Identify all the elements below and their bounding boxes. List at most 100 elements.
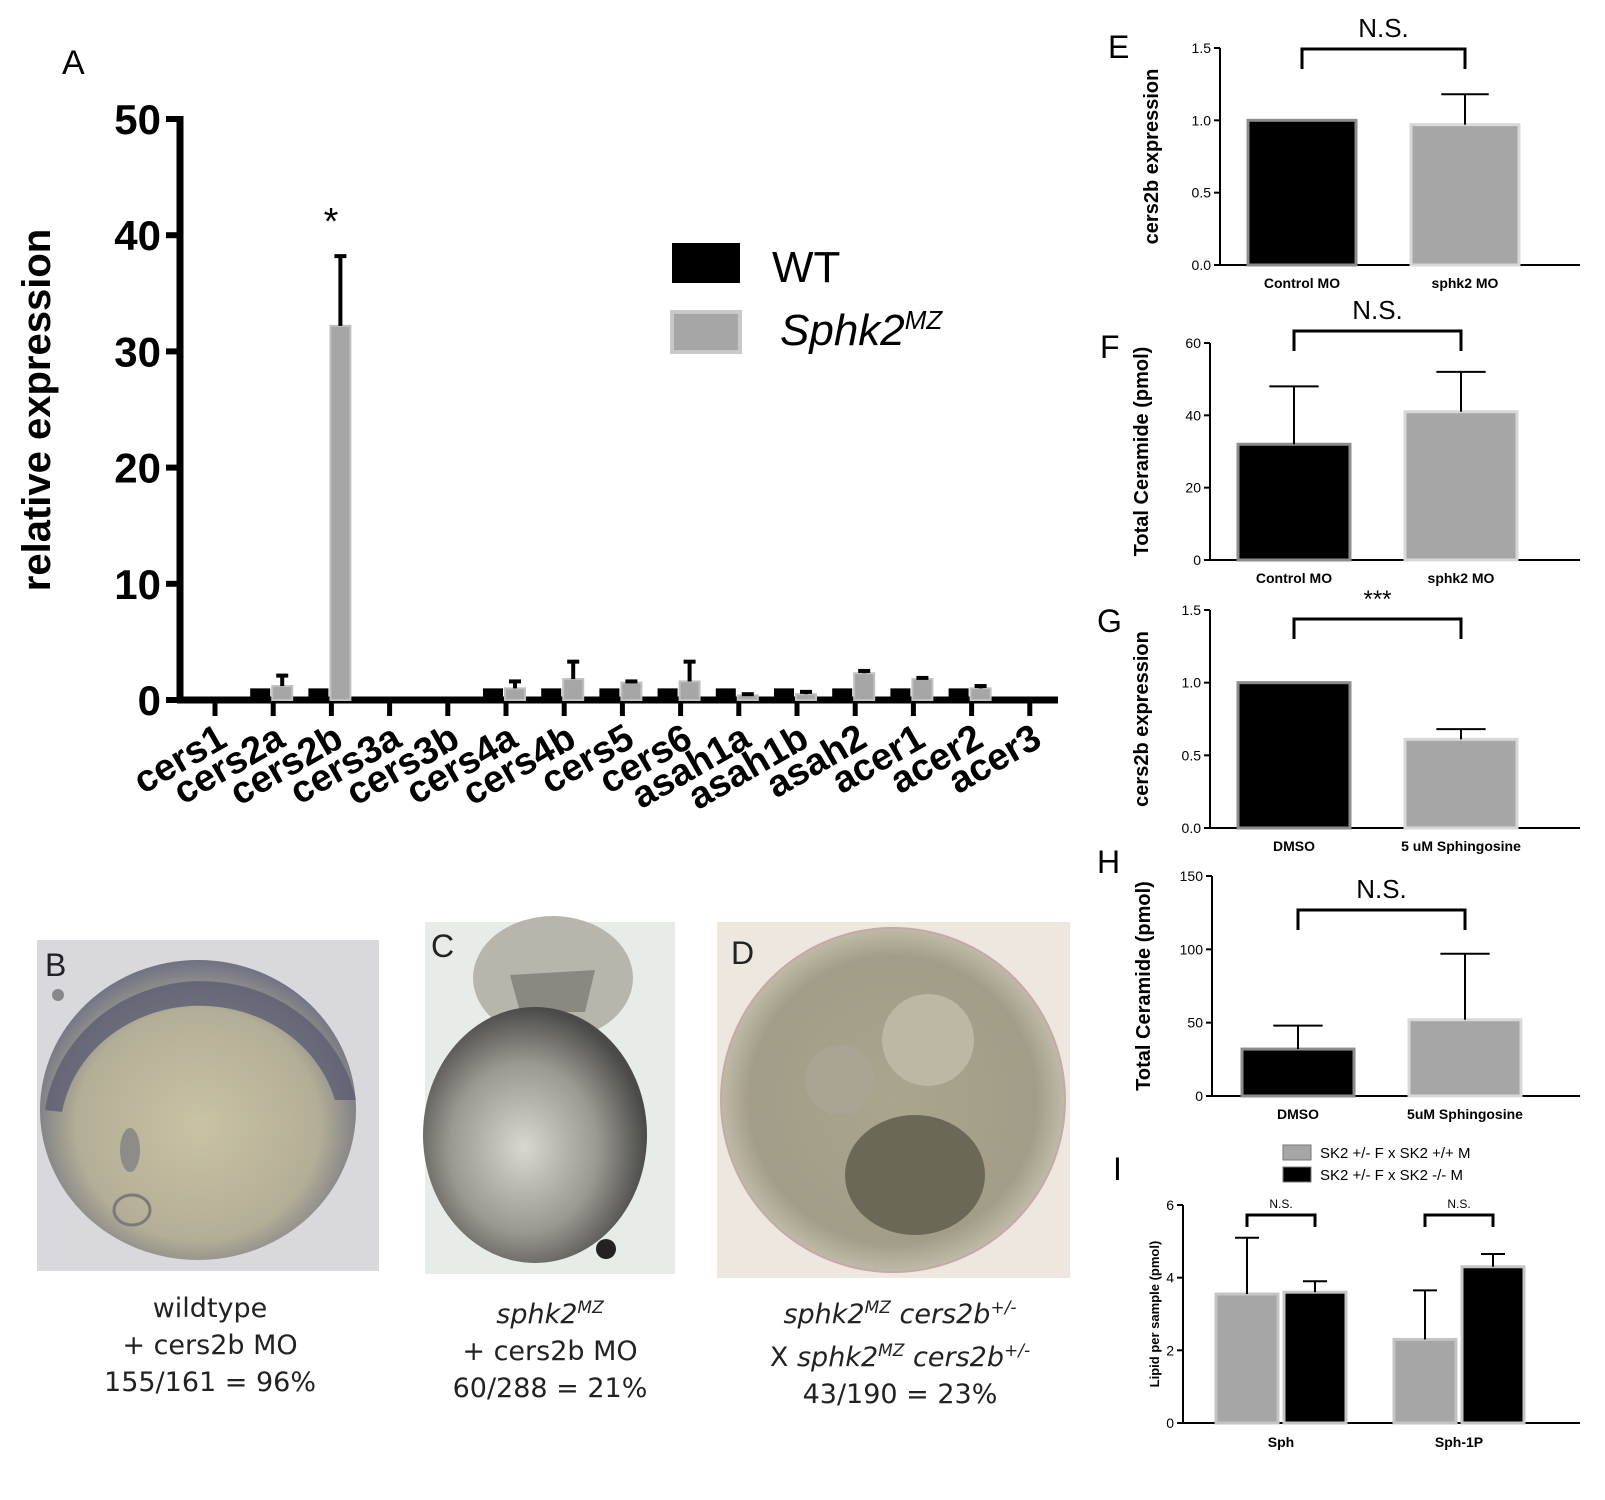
- panel-bar: [1392, 1337, 1458, 1425]
- panel-ytick-label: 60: [1185, 335, 1201, 351]
- panel-d-caption: sphk2MZ cers2b+/- X sphk2MZ cers2b+/- 43…: [710, 1290, 1090, 1413]
- panel-i-legend-swatch: [1282, 1144, 1312, 1161]
- panel-bar: [1246, 118, 1358, 267]
- panel-f: F Total Ceramide (pmol) 0 20 40 60 Control MO s…: [1100, 295, 1580, 586]
- panel-a-bar-wt: [715, 688, 736, 700]
- panel-bar: [1236, 442, 1352, 562]
- panel-ylabel: cers2b expression: [1131, 631, 1153, 807]
- panel-i: I Lipid per sample (pmol) 0 2 4 6 SK2 +/- F x …: [1113, 1144, 1580, 1450]
- panel-a-legend-mut-swatch: [670, 310, 742, 354]
- panel-sig-bracket: [1423, 1213, 1495, 1227]
- panel-bar: [1236, 681, 1352, 830]
- panel-a-ytick-label: 40: [114, 212, 161, 259]
- panel-sig-bracket: [1292, 329, 1463, 351]
- panel-ytick-label: 0.0: [1182, 820, 1202, 836]
- panel-a-ytick-label: 10: [114, 561, 161, 608]
- panel-xlabel: 5 uM Sphingosine: [1401, 838, 1521, 854]
- panel-bar: [1214, 1292, 1280, 1425]
- panel-xlabel: Sph: [1268, 1434, 1294, 1450]
- panel-c-caption: sphk2MZ + cers2b MO 60/288 = 21%: [420, 1290, 680, 1407]
- panel-ytick-label: 2: [1166, 1342, 1174, 1358]
- panel-a-ylabel: relative expression: [15, 229, 59, 591]
- panel-b-letter: B: [45, 947, 66, 983]
- panel-a-bar-wt: [657, 688, 678, 700]
- panel-letter: I: [1113, 1151, 1122, 1187]
- panel-a-bar-mut: [678, 680, 701, 702]
- panel-letter: F: [1100, 329, 1120, 365]
- panel-ytick-label: 150: [1180, 868, 1204, 884]
- panel-letter: G: [1097, 603, 1122, 639]
- panel-ytick-label: 100: [1180, 941, 1204, 957]
- panel-xlabel: DMSO: [1277, 1106, 1319, 1122]
- panel-a-ytick-label: 30: [114, 328, 161, 375]
- panel-c-caption-line2: + cers2b MO: [462, 1336, 638, 1367]
- panel-b-caption: wildtype + cers2b MO 155/161 = 96%: [60, 1290, 360, 1401]
- panel-a-legend-mut-main: Sphk2: [780, 306, 905, 355]
- panel-d-caption-line3: 43/190 = 23%: [802, 1379, 998, 1410]
- panel-sig-label: N.S.: [1352, 295, 1403, 325]
- panel-ylabel: cers2b expression: [1141, 69, 1163, 245]
- panel-a-bar-wt: [832, 688, 853, 700]
- panel-a-legend-mut-sup: MZ: [905, 305, 944, 335]
- panel-d-sup-b: MZ: [878, 1341, 905, 1361]
- panel-xlabel: 5uM Sphingosine: [1407, 1106, 1523, 1122]
- panel-sig-label: N.S.: [1358, 13, 1409, 43]
- panel-ylabel: Lipid per sample (pmol): [1147, 1241, 1162, 1388]
- panel-ylabel: Total Ceramide (pmol): [1131, 347, 1153, 557]
- panel-a-bar-mut: [562, 678, 585, 701]
- panel-a-bar-mut: [620, 681, 643, 702]
- panel-d-gene-b: sphk2: [796, 1342, 879, 1373]
- panel-sig-bracket: [1245, 1213, 1317, 1227]
- panel-a-legend-wt-swatch: [672, 243, 740, 283]
- panel-c-gene-sup: MZ: [577, 1298, 604, 1318]
- panel-ytick-label: 40: [1185, 407, 1201, 423]
- panel-a-asterisk: *: [324, 201, 339, 243]
- panel-a-bar-mut: [853, 672, 876, 701]
- panel-a-bar-mut: [504, 687, 526, 702]
- panel-d-het-a: +/-: [990, 1298, 1017, 1318]
- panel-sig-bracket: [1296, 908, 1467, 930]
- panel-ytick-label: 1.0: [1192, 112, 1212, 128]
- panel-b-photo: B: [37, 940, 379, 1271]
- panel-sig-bracket: [1292, 617, 1463, 639]
- panel-a-bar-wt: [599, 688, 620, 700]
- panel-a-ytick-label: 50: [114, 96, 161, 143]
- panel-i-legend-label: SK2 +/- F x SK2 -/- M: [1320, 1167, 1463, 1184]
- panel-xlabel: sphk2 MO: [1428, 570, 1495, 586]
- panel-a-legend-wt-label: WT: [772, 243, 840, 292]
- panel-ytick-label: 6: [1166, 1197, 1174, 1213]
- panel-a-letter: A: [62, 44, 85, 82]
- panel-a-bar-wt: [774, 688, 794, 700]
- panel-sig-label: N.S.: [1269, 1197, 1292, 1211]
- panel-sig-label: N.S.: [1356, 874, 1407, 904]
- panel-a-legend-mut-label: Sphk2MZ: [780, 305, 943, 355]
- panel-xlabel: DMSO: [1273, 838, 1315, 854]
- panel-c-gene: sphk2: [496, 1299, 578, 1330]
- panel-d-het-b: +/-: [1004, 1341, 1031, 1361]
- panel-b-caption-line2: + cers2b MO: [122, 1330, 298, 1361]
- panel-bar: [1403, 410, 1519, 562]
- panel-c-caption-line1: sphk2MZ: [420, 1290, 680, 1333]
- panel-sig-label: ***: [1363, 586, 1391, 613]
- panel-a-bar-mut: [911, 678, 934, 701]
- panel-d-sup-a: MZ: [864, 1298, 891, 1318]
- panel-ytick-label: 0: [1195, 1088, 1203, 1104]
- panel-xlabel: Control MO: [1256, 570, 1332, 586]
- panel-bar: [1240, 1047, 1356, 1098]
- panel-a-ytick-label: 20: [114, 445, 161, 492]
- panel-sig-bracket: [1300, 47, 1467, 69]
- panel-a-ytick-label: 0: [138, 677, 161, 724]
- panel-c-photo: C: [423, 916, 675, 1274]
- panel-ytick-label: 1.0: [1182, 675, 1202, 691]
- panel-ytick-label: 1.5: [1192, 40, 1212, 56]
- panel-ytick-label: 0: [1166, 1415, 1174, 1431]
- panel-ytick-label: 0.5: [1192, 185, 1212, 201]
- panel-d-letter: D: [731, 935, 754, 971]
- panel-b-caption-line1: wildtype: [152, 1293, 268, 1324]
- panel-xlabel: Sph-1P: [1435, 1434, 1483, 1450]
- panel-sig-label: N.S.: [1447, 1197, 1470, 1211]
- panel-d-caption-line1: sphk2MZ cers2b+/-: [710, 1290, 1090, 1333]
